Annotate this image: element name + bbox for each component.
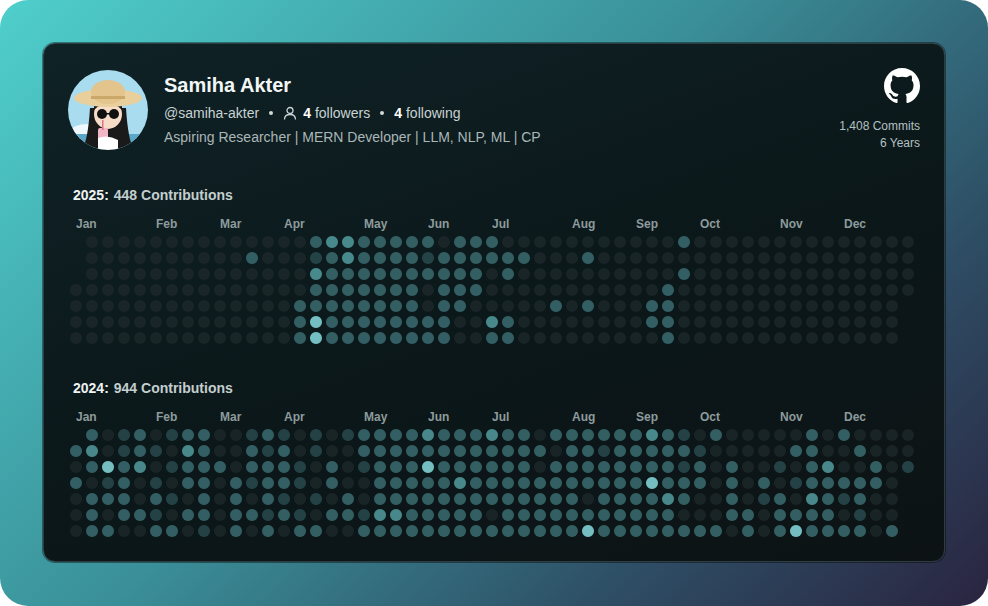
svg-text:Feb: Feb: [156, 410, 177, 424]
svg-text:Mar: Mar: [220, 410, 242, 424]
html-text:Aspiring Researcher | MERN Dev: Aspiring Researcher | MERN Developer | L…: [164, 129, 541, 145]
svg-text:Jun: Jun: [428, 217, 449, 231]
svg-text:Jul: Jul: [492, 410, 509, 424]
svg-text:2024:: 2024:: [73, 380, 109, 396]
svg-text:Oct: Oct: [700, 217, 720, 231]
svg-text:944 Contributions: 944 Contributions: [114, 380, 233, 396]
svg-text:Dec: Dec: [844, 217, 866, 231]
svg-text:May: May: [364, 410, 388, 424]
svg-text:Aug: Aug: [572, 217, 595, 231]
svg-text:Jan: Jan: [76, 410, 97, 424]
html-text:1,408 Commits: 1,408 Commits: [839, 119, 920, 133]
html-text:Samiha Akter: Samiha Akter: [164, 74, 292, 96]
svg-text:Sep: Sep: [636, 217, 658, 231]
svg-text:Apr: Apr: [284, 217, 305, 231]
svg-text:Nov: Nov: [780, 217, 803, 231]
svg-text:Jul: Jul: [492, 217, 509, 231]
svg-text:Nov: Nov: [780, 410, 803, 424]
svg-text:Jan: Jan: [76, 217, 97, 231]
svg-text:Sep: Sep: [636, 410, 658, 424]
html-text:@samiha-akter: @samiha-akter: [164, 105, 260, 121]
svg-text:Oct: Oct: [700, 410, 720, 424]
svg-text:448 Contributions: 448 Contributions: [114, 187, 233, 203]
svg-text:Feb: Feb: [156, 217, 177, 231]
svg-text:Aug: Aug: [572, 410, 595, 424]
svg-text:2025:: 2025:: [73, 187, 109, 203]
html-text:4 followers: 4 followers: [303, 105, 371, 121]
html-text:4 following: 4 following: [394, 105, 461, 121]
html-text:6 Years: 6 Years: [880, 136, 920, 150]
svg-text:Apr: Apr: [284, 410, 305, 424]
svg-text:Jun: Jun: [428, 410, 449, 424]
svg-text:Dec: Dec: [844, 410, 866, 424]
svg-text:May: May: [364, 217, 388, 231]
svg-text:Mar: Mar: [220, 217, 242, 231]
